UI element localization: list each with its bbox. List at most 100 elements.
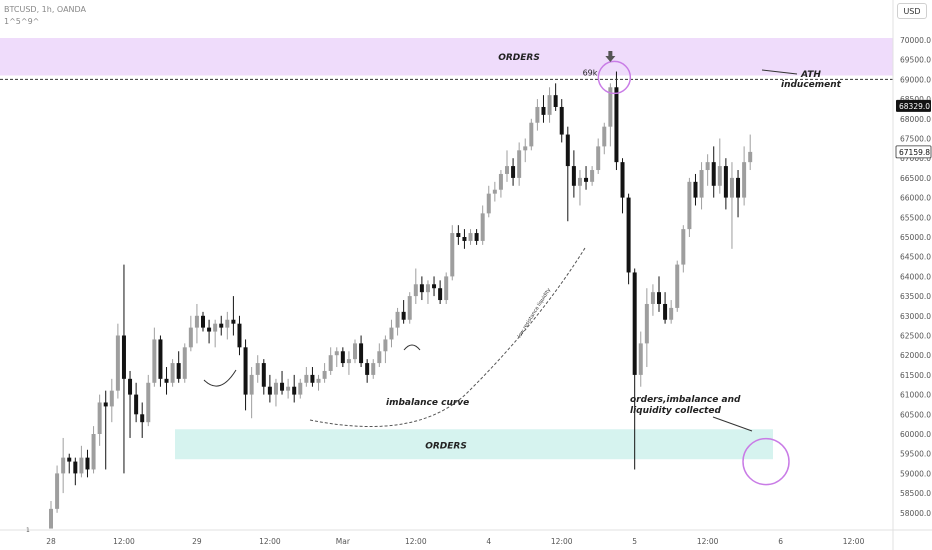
y-tick-label: 65500.0: [900, 213, 931, 222]
candle-body: [298, 382, 303, 395]
candle-body: [121, 335, 126, 379]
x-tick-label: 12:00: [113, 537, 135, 546]
price-tag-label: 68329.0: [899, 102, 930, 111]
candle: [267, 374, 272, 403]
y-tick-label: 67500.0: [900, 135, 931, 144]
candle: [140, 402, 145, 438]
price-tag: 67159.8: [895, 145, 932, 159]
candle-body: [687, 181, 692, 230]
candle: [729, 162, 734, 249]
orders-zone-bottom: [175, 429, 773, 460]
candle-body: [681, 229, 686, 265]
candle: [498, 170, 503, 198]
candle: [681, 225, 686, 273]
orders-zone-top: [0, 38, 893, 76]
candle: [243, 339, 248, 411]
candle-body: [280, 382, 285, 391]
candle: [547, 87, 552, 123]
x-tick-label: 12:00: [551, 537, 573, 546]
y-tick-label: 58500.0: [900, 489, 931, 498]
candle-body: [267, 386, 272, 395]
candle-body: [146, 382, 151, 423]
candle-body: [365, 363, 370, 375]
symbol-title: BTCUSD, 1h, OANDA: [4, 5, 87, 14]
candle-body: [657, 292, 661, 304]
imbalance-curve: [309, 247, 586, 428]
candle: [310, 367, 315, 387]
candle-body: [310, 374, 315, 383]
x-tick-label: 4: [486, 537, 491, 546]
currency-button[interactable]: USD: [897, 3, 927, 19]
candle-body: [340, 351, 345, 364]
candle: [596, 138, 601, 174]
y-tick-label: 59500.0: [900, 450, 931, 459]
y-tick-label: 66000.0: [900, 194, 931, 203]
candle: [419, 276, 424, 301]
candle: [158, 335, 163, 387]
candle: [413, 268, 418, 304]
candle: [492, 181, 497, 202]
candle-body: [85, 457, 90, 470]
candle: [152, 327, 157, 387]
candle: [675, 260, 680, 312]
ath-circle: [597, 60, 632, 95]
x-tick-label: 28: [46, 537, 56, 546]
x-tick-label: 12:00: [405, 537, 427, 546]
candle: [164, 367, 169, 395]
candle: [602, 122, 607, 155]
candle: [91, 426, 96, 474]
candle-body: [152, 339, 157, 383]
collected-label: orders,imbalance and: [630, 395, 741, 405]
candle-body: [529, 122, 534, 147]
candle-body: [462, 237, 467, 241]
candle-body: [577, 177, 582, 186]
candle-body: [602, 126, 607, 147]
corner-mark: 1: [26, 527, 30, 534]
candle-body: [67, 457, 72, 462]
candle-body: [134, 394, 139, 415]
candle-body: [620, 162, 625, 198]
price-axis-bg: [893, 0, 932, 550]
ath-arrow-icon: [605, 51, 616, 62]
candle: [194, 303, 199, 344]
candle: [109, 378, 114, 423]
candle: [736, 170, 741, 218]
candle: [170, 359, 175, 387]
candle: [480, 205, 485, 245]
y-tick-label: 69000.0: [900, 75, 931, 84]
level-69k-label: 69k: [583, 68, 598, 77]
candle: [474, 229, 479, 245]
candle-body: [273, 382, 278, 395]
candle-body: [511, 166, 516, 178]
candle: [255, 355, 260, 383]
candle: [644, 288, 649, 368]
candle-body: [517, 150, 522, 178]
candle-body: [450, 233, 455, 277]
x-tick-label: 12:00: [843, 537, 865, 546]
ath-inducement-label: inducement: [781, 80, 842, 90]
candle: [462, 229, 467, 249]
y-tick-label: 59000.0: [900, 469, 931, 478]
y-tick-label: 61500.0: [900, 371, 931, 380]
candle: [176, 351, 181, 383]
candle-body: [541, 106, 546, 115]
candle-body: [474, 233, 479, 241]
candle-body: [608, 87, 613, 127]
candle: [511, 158, 516, 186]
candle: [638, 331, 643, 387]
ath-pointer-line: [761, 69, 798, 75]
candle: [523, 138, 528, 163]
candle-body: [328, 355, 333, 371]
candle: [340, 347, 345, 368]
candle-body: [353, 343, 357, 360]
candle-body: [535, 106, 540, 123]
candle-body: [547, 95, 552, 115]
candle: [188, 315, 193, 352]
candle-body: [492, 189, 497, 194]
candle: [529, 118, 534, 151]
liquidity-label: low resistance liquidity: [517, 287, 553, 339]
candle-body: [182, 347, 187, 379]
candle: [565, 126, 570, 222]
candle-body: [498, 173, 503, 190]
